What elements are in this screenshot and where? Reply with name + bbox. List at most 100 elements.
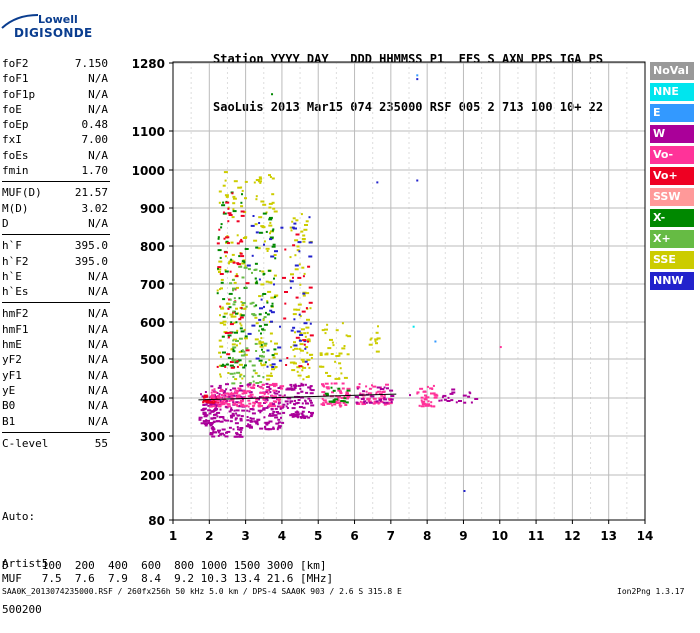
echo-point bbox=[250, 417, 255, 420]
echo-point bbox=[344, 404, 348, 406]
echo-point bbox=[255, 195, 258, 198]
echo-point bbox=[232, 197, 237, 200]
echo-point bbox=[241, 262, 246, 265]
echo-point bbox=[420, 396, 424, 399]
echo-point bbox=[227, 206, 230, 209]
echo-point bbox=[229, 298, 232, 301]
echo-point bbox=[299, 416, 302, 418]
echo-point bbox=[200, 409, 205, 412]
echo-point bbox=[409, 394, 411, 397]
echo-point bbox=[269, 402, 273, 405]
echo-point bbox=[308, 411, 310, 413]
echo-point bbox=[424, 404, 429, 407]
param-key: hmE bbox=[2, 338, 22, 352]
echo-point bbox=[375, 350, 380, 353]
echo-point bbox=[221, 400, 224, 403]
echo-point bbox=[234, 315, 237, 318]
echo-point bbox=[274, 384, 278, 387]
echo-point bbox=[253, 402, 256, 405]
param-row: yF2 N/A bbox=[2, 352, 110, 367]
echo-point bbox=[338, 352, 343, 355]
echo-point bbox=[200, 393, 202, 396]
echo-point bbox=[335, 401, 340, 404]
echo-point bbox=[274, 407, 278, 410]
echo-point bbox=[212, 430, 215, 433]
echo-point bbox=[269, 332, 273, 335]
echo-point bbox=[210, 417, 214, 420]
echo-point bbox=[232, 195, 236, 198]
echo-point bbox=[255, 350, 258, 352]
echo-point bbox=[274, 392, 279, 395]
echo-point bbox=[221, 420, 224, 423]
echo-point bbox=[261, 395, 265, 398]
echo-point bbox=[239, 382, 242, 385]
echo-point bbox=[362, 390, 366, 393]
echo-point bbox=[389, 389, 394, 392]
x-tick-label: 4 bbox=[278, 529, 286, 543]
echo-point bbox=[234, 388, 237, 391]
echo-point bbox=[211, 401, 215, 404]
echo-point bbox=[205, 401, 210, 403]
echo-point bbox=[337, 395, 341, 398]
echo-point bbox=[219, 405, 222, 407]
echo-point bbox=[229, 372, 234, 375]
echo-point bbox=[240, 330, 245, 333]
echo-point bbox=[331, 404, 334, 407]
echo-point bbox=[304, 383, 307, 386]
scaled-parameters-panel: foF2 7.150 foF1 N/A foF1p N/A foE N/A foEp 0.48 fx… bbox=[2, 56, 110, 451]
echo-point bbox=[222, 403, 226, 406]
echo-point bbox=[303, 332, 307, 335]
echo-point bbox=[255, 282, 259, 285]
echo-point bbox=[237, 387, 242, 390]
echo-point bbox=[343, 397, 347, 400]
echo-point bbox=[214, 406, 217, 409]
echo-point bbox=[224, 435, 229, 438]
echo-point bbox=[231, 192, 234, 195]
echo-point bbox=[378, 398, 381, 401]
echo-point bbox=[302, 378, 305, 381]
param-value: N/A bbox=[88, 87, 108, 101]
echo-point bbox=[270, 372, 273, 375]
param-value: 7.00 bbox=[81, 133, 109, 147]
param-value: 1.70 bbox=[81, 164, 109, 178]
echo-point bbox=[291, 369, 296, 372]
echo-point bbox=[221, 428, 225, 431]
echo-point bbox=[264, 397, 269, 400]
echo-point bbox=[377, 325, 379, 328]
echo-point bbox=[268, 206, 272, 209]
echo-point bbox=[246, 409, 249, 412]
param-separator bbox=[2, 431, 110, 433]
echo-point bbox=[223, 312, 228, 315]
echo-point bbox=[304, 335, 307, 338]
echo-point bbox=[383, 386, 386, 389]
echo-point bbox=[283, 394, 286, 397]
y-tick-label: 600 bbox=[140, 316, 165, 330]
echo-point bbox=[372, 402, 376, 405]
echo-point bbox=[263, 240, 266, 243]
echo-point bbox=[277, 346, 282, 349]
echo-point bbox=[230, 321, 233, 324]
param-value: 395.0 bbox=[74, 254, 108, 268]
echo-point bbox=[253, 396, 257, 399]
echo-point bbox=[223, 171, 228, 174]
echo-point bbox=[307, 416, 311, 419]
echo-point bbox=[420, 405, 425, 408]
echo-point bbox=[282, 403, 286, 406]
echo-point bbox=[215, 402, 219, 405]
echo-point bbox=[467, 395, 471, 398]
echo-point bbox=[238, 337, 243, 340]
echo-point bbox=[247, 268, 251, 271]
echo-point bbox=[324, 401, 328, 404]
echo-point bbox=[305, 220, 309, 223]
echo-point bbox=[218, 260, 223, 263]
echo-point bbox=[265, 247, 270, 250]
echo-point bbox=[332, 389, 336, 392]
echo-point bbox=[301, 410, 305, 413]
echo-point bbox=[235, 307, 238, 310]
param-row: D N/A bbox=[2, 216, 110, 231]
echo-point bbox=[239, 342, 242, 345]
echo-point bbox=[440, 399, 443, 402]
echo-point bbox=[223, 394, 227, 397]
echo-point bbox=[236, 234, 239, 237]
y-tick-label: 500 bbox=[140, 353, 165, 367]
